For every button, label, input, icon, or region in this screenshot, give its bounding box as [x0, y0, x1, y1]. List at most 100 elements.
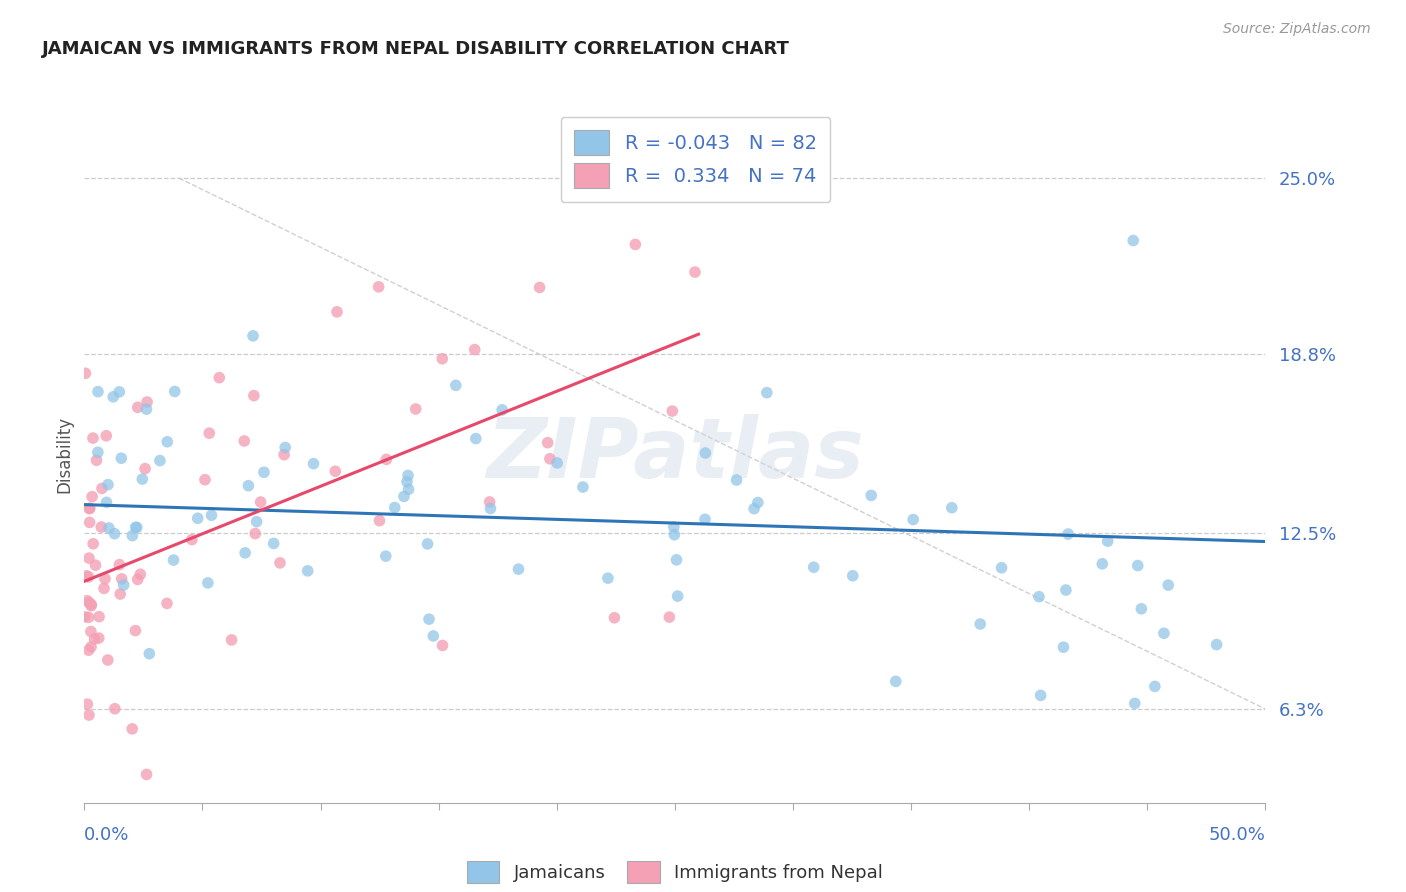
Point [392, 490, 415, 504]
Text: 50.0%: 50.0% [1209, 825, 1265, 844]
Point [323, 464, 346, 478]
Point [87, 609, 110, 624]
Point [405, 401, 427, 416]
Point [464, 343, 486, 357]
Point [747, 495, 769, 509]
Point [76, 593, 98, 607]
Point [422, 629, 444, 643]
Point [860, 488, 883, 502]
Point [253, 465, 276, 479]
Point [1029, 689, 1052, 703]
Point [478, 495, 501, 509]
Point [77, 708, 100, 723]
Point [77, 643, 100, 657]
Point [941, 500, 963, 515]
Point [1126, 558, 1149, 573]
Point [245, 515, 267, 529]
Point [491, 403, 513, 417]
Point [546, 456, 568, 470]
Point [693, 512, 716, 526]
Point [121, 528, 143, 542]
Y-axis label: Disability: Disability [55, 417, 73, 493]
Point [842, 568, 865, 582]
Point [129, 567, 152, 582]
Point [444, 378, 467, 392]
Text: Source: ZipAtlas.com: Source: ZipAtlas.com [1223, 22, 1371, 37]
Point [136, 395, 159, 409]
Point [243, 389, 266, 403]
Text: ZIPatlas: ZIPatlas [486, 415, 863, 495]
Point [695, 446, 717, 460]
Point [104, 526, 127, 541]
Point [125, 520, 148, 534]
Point [661, 404, 683, 418]
Point [537, 435, 560, 450]
Point [104, 702, 127, 716]
Point [82, 431, 104, 445]
Point [464, 432, 486, 446]
Legend: Jamaicans, Immigrants from Nepal: Jamaicans, Immigrants from Nepal [460, 854, 890, 890]
Point [1205, 638, 1227, 652]
Point [108, 384, 131, 399]
Point [884, 674, 907, 689]
Point [725, 473, 748, 487]
Point [901, 512, 924, 526]
Point [97, 477, 120, 491]
Point [187, 511, 209, 525]
Point [233, 546, 256, 560]
Point [1157, 578, 1180, 592]
Point [80, 624, 103, 639]
Point [163, 384, 186, 399]
Point [273, 448, 295, 462]
Point [134, 461, 156, 475]
Point [96, 495, 118, 509]
Point [368, 514, 391, 528]
Point [396, 468, 419, 483]
Point [529, 280, 551, 294]
Point [149, 453, 172, 467]
Point [969, 617, 991, 632]
Point [75, 569, 97, 583]
Point [665, 553, 688, 567]
Point [84, 558, 107, 573]
Point [249, 495, 271, 509]
Point [242, 329, 264, 343]
Point [180, 533, 202, 547]
Point [76, 697, 98, 711]
Point [1052, 640, 1074, 655]
Point [208, 370, 231, 384]
Point [156, 434, 179, 449]
Point [1153, 626, 1175, 640]
Point [245, 526, 267, 541]
Point [108, 558, 131, 572]
Point [91, 482, 114, 496]
Point [666, 589, 689, 603]
Point [233, 434, 256, 448]
Point [127, 401, 149, 415]
Point [96, 428, 118, 442]
Point [77, 596, 100, 610]
Point [108, 587, 131, 601]
Text: 0.0%: 0.0% [84, 825, 129, 844]
Point [683, 265, 706, 279]
Point [603, 611, 626, 625]
Point [624, 237, 647, 252]
Point [77, 551, 100, 566]
Point [124, 520, 146, 534]
Point [80, 598, 103, 612]
Point [131, 472, 153, 486]
Point [112, 578, 135, 592]
Point [79, 516, 101, 530]
Point [1091, 557, 1114, 571]
Point [90, 520, 112, 534]
Point [162, 553, 184, 567]
Point [87, 631, 110, 645]
Point [1143, 679, 1166, 693]
Point [990, 561, 1012, 575]
Point [97, 653, 120, 667]
Point [82, 490, 104, 504]
Point [127, 573, 149, 587]
Point [221, 632, 243, 647]
Point [1130, 602, 1153, 616]
Point [80, 599, 103, 613]
